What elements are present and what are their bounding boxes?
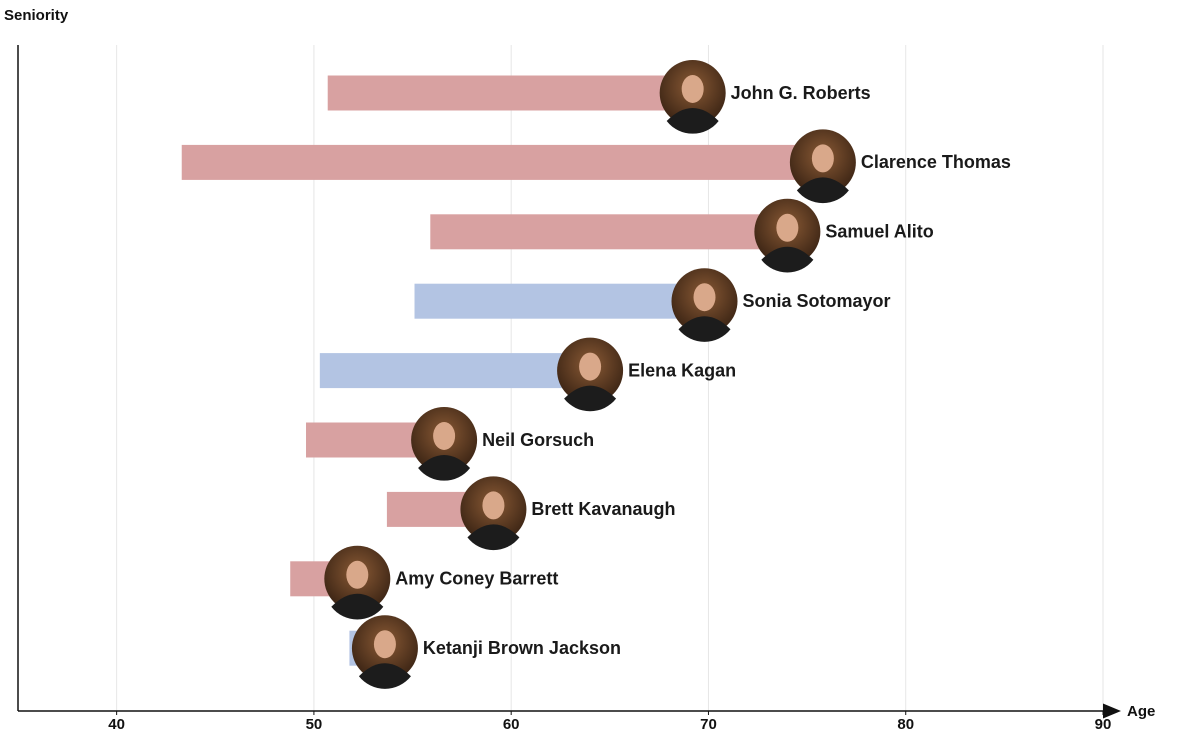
portrait: Amy Coney Barrett — [324, 545, 558, 620]
portrait-face — [433, 422, 456, 450]
portrait: Neil Gorsuch — [411, 407, 594, 481]
justice-name: Samuel Alito — [825, 222, 933, 242]
x-tick-label: 70 — [700, 716, 717, 733]
x-tick-label: 40 — [108, 716, 125, 733]
portrait-face — [811, 144, 834, 173]
x-tick-label: 60 — [503, 716, 520, 733]
justice-name: Sonia Sotomayor — [743, 291, 891, 311]
portrait: John G. Roberts — [659, 60, 871, 134]
x-tick-label: 90 — [1095, 716, 1112, 733]
justice-name: John G. Roberts — [731, 83, 871, 103]
portrait-face — [346, 560, 369, 589]
portrait-body — [358, 663, 411, 689]
justice-name: Clarence Thomas — [861, 152, 1011, 172]
y-axis-label: Seniority — [4, 7, 69, 24]
bar — [327, 75, 693, 111]
portrait: Samuel Alito — [754, 198, 934, 273]
portrait-body — [418, 455, 471, 481]
portrait-face — [579, 352, 602, 381]
bar — [414, 283, 705, 319]
justice-name: Amy Coney Barrett — [395, 569, 558, 589]
portrait-body — [331, 593, 384, 620]
x-tick-label: 80 — [897, 716, 914, 733]
portrait-body — [796, 177, 849, 204]
justice-name: Brett Kavanaugh — [531, 499, 675, 519]
bar — [430, 214, 788, 250]
bar — [181, 144, 823, 180]
portrait: Clarence Thomas — [789, 129, 1011, 204]
portrait-body — [678, 316, 731, 342]
portrait-face — [776, 213, 799, 242]
justice-name: Elena Kagan — [628, 360, 736, 380]
justice-name: Ketanji Brown Jackson — [423, 638, 621, 658]
portrait: Sonia Sotomayor — [671, 268, 891, 342]
bar — [319, 353, 591, 389]
portrait-face — [693, 283, 716, 312]
bars — [181, 75, 823, 666]
portrait-face — [482, 491, 505, 520]
portrait: Elena Kagan — [557, 337, 736, 412]
x-tick-label: 50 — [306, 716, 323, 733]
portrait: Ketanji Brown Jackson — [351, 615, 621, 689]
portrait-body — [666, 108, 719, 134]
justice-name: Neil Gorsuch — [482, 430, 594, 450]
portrait-body — [467, 524, 520, 551]
portrait-face — [681, 75, 704, 103]
x-axis-label: Age — [1127, 703, 1155, 720]
portrait-body — [564, 385, 617, 412]
portrait-body — [761, 246, 814, 273]
portrait-face — [373, 630, 396, 659]
portrait: Brett Kavanaugh — [460, 476, 675, 551]
